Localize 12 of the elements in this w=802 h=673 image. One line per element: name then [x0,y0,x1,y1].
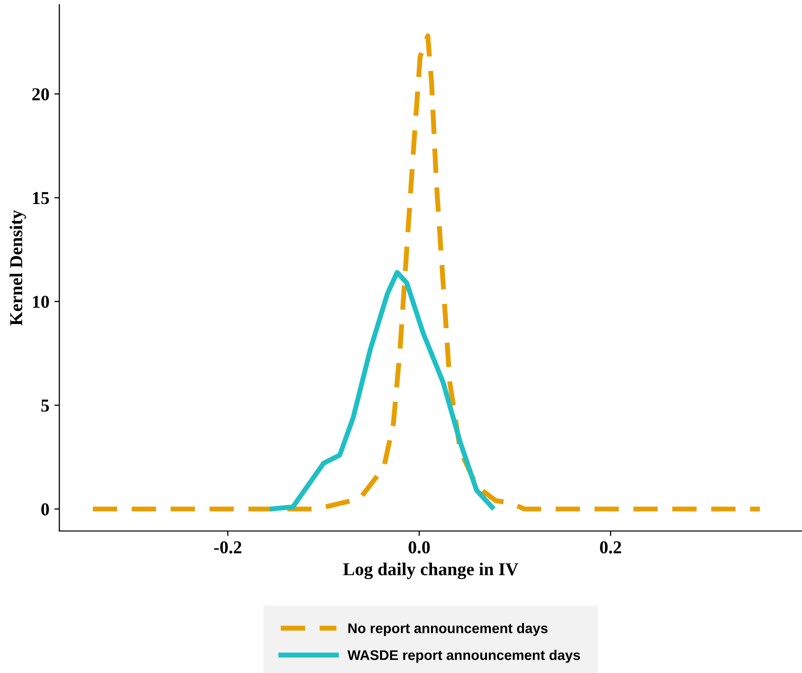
legend-label: WASDE report announcement days [347,650,580,663]
x-tick-label: 0.0 [408,541,430,554]
y-tick-label: 10 [33,296,49,308]
y-tick-label: 0 [41,503,49,516]
x-tick-label: 0.2 [600,541,622,554]
y-tick-label: 5 [41,400,49,412]
y-tick-label: 15 [33,192,49,204]
x-tick-label: -0.2 [214,541,242,554]
y-tick-label: 20 [32,88,49,100]
legend-label: No report announcement days [348,623,548,636]
y-axis-title: Kernel Density [10,210,26,326]
x-axis-title: Log daily change in IV [343,562,518,580]
